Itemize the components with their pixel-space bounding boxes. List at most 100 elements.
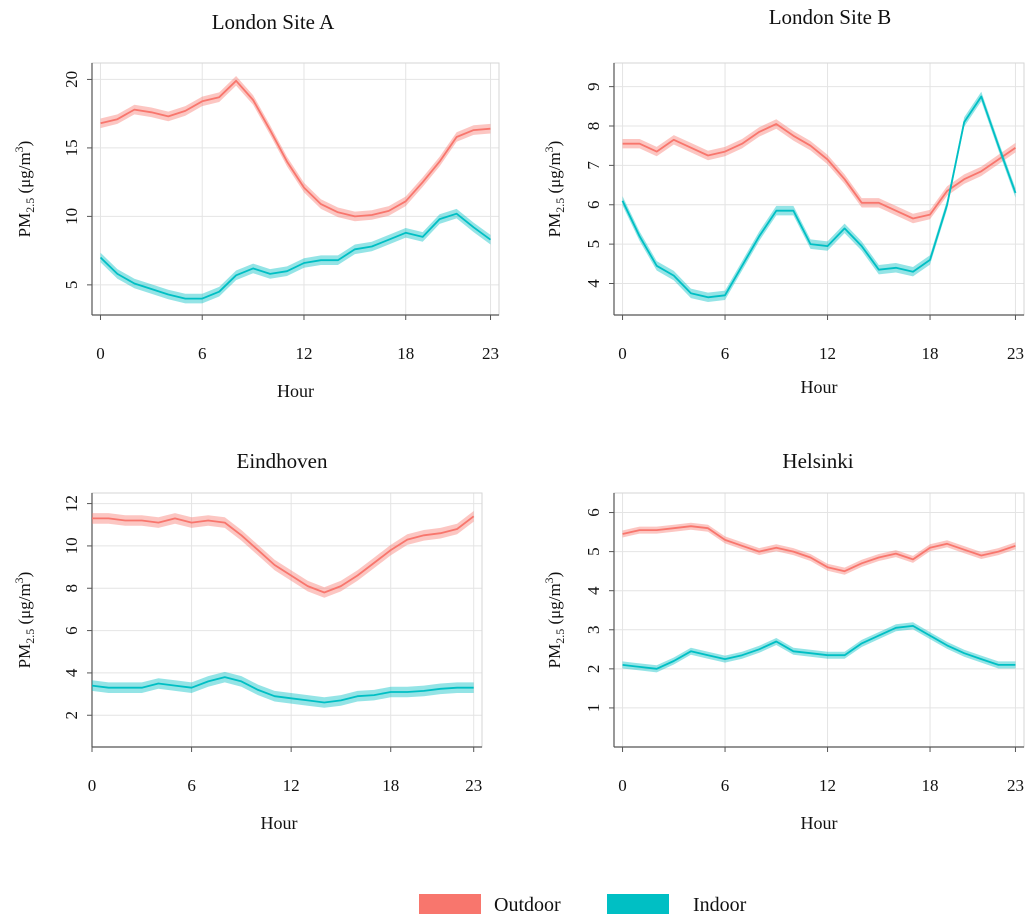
panel-title: Helsinki — [782, 449, 853, 473]
x-axis-label: Hour — [277, 381, 314, 401]
x-tick-label: 0 — [618, 344, 627, 363]
legend-label-outdoor: Outdoor — [494, 894, 561, 915]
y-axis-label: PM2.5 (μg/m3) — [12, 572, 37, 669]
y-label-close: ) — [15, 572, 34, 578]
y-tick-label: 3 — [584, 626, 603, 635]
band-indoor — [622, 91, 1016, 302]
panel-london-site-b: 0 6 12 18 23 4 5 6 7 8 9 London Site B Hour PM2.5 (μg… — [542, 5, 1025, 397]
y-tick-label: 1 — [584, 704, 603, 713]
y-tick-label: 4 — [584, 279, 603, 288]
y-label-close: ) — [545, 572, 564, 578]
series-line-outdoor — [622, 525, 1016, 573]
x-tick-label: 18 — [382, 776, 399, 795]
band-outdoor — [622, 522, 1016, 575]
panel-title: London Site A — [212, 10, 335, 34]
y-tick-label: 7 — [584, 161, 603, 170]
y-tick-label: 8 — [62, 584, 81, 593]
x-tick-label: 23 — [1007, 776, 1024, 795]
y-axis-label: PM2.5 (μg/m3) — [542, 141, 567, 238]
y-axis-label: PM2.5 (μg/m3) — [542, 572, 567, 669]
y-label-subscript: 2.5 — [553, 198, 567, 213]
y-tick-label: 15 — [62, 139, 81, 156]
x-tick-label: 18 — [397, 344, 414, 363]
band-outdoor — [622, 119, 1016, 224]
x-tick-label: 12 — [819, 776, 836, 795]
y-label-subscript: 2.5 — [23, 198, 37, 213]
legend-label-indoor: Indoor — [693, 894, 747, 915]
x-tick-label: 6 — [187, 776, 196, 795]
panel-eindhoven: 0 6 12 18 23 2 4 6 8 10 12 Eindhoven Hour PM2.5 (μg/m… — [12, 449, 483, 833]
x-axis-label: Hour — [801, 377, 838, 397]
band-outdoor — [100, 76, 491, 222]
panel-title: London Site B — [769, 5, 892, 29]
x-tick-label: 6 — [198, 344, 207, 363]
x-tick-label: 18 — [922, 344, 939, 363]
legend-swatch-indoor — [607, 894, 669, 914]
y-label-subscript: 2.5 — [553, 629, 567, 644]
x-tick-label: 6 — [721, 344, 730, 363]
y-label-pm: PM — [15, 644, 34, 669]
x-tick-label: 6 — [721, 776, 730, 795]
y-label-pm: PM — [545, 213, 564, 238]
x-tick-label: 23 — [465, 776, 482, 795]
y-label-close: ) — [15, 141, 34, 147]
x-tick-label: 12 — [819, 344, 836, 363]
x-tick-label: 23 — [1007, 344, 1024, 363]
band-indoor — [622, 622, 1016, 673]
series-line-indoor — [622, 625, 1016, 670]
x-tick-label: 18 — [922, 776, 939, 795]
y-label-pm: PM — [15, 213, 34, 238]
series-line-indoor — [621, 95, 1017, 299]
y-tick-label: 5 — [584, 240, 603, 249]
y-tick-label: 12 — [62, 495, 81, 512]
y-label-superscript: 3 — [542, 146, 556, 152]
x-tick-label: 12 — [295, 344, 312, 363]
y-tick-label: 2 — [62, 711, 81, 720]
y-label-pm: PM — [545, 644, 564, 669]
y-axis-label: PM2.5 (μg/m3) — [12, 141, 37, 238]
x-axis-label: Hour — [261, 813, 298, 833]
y-tick-label: 2 — [584, 665, 603, 674]
y-tick-label: 10 — [62, 208, 81, 225]
panel-frame — [91, 62, 500, 316]
y-label-subscript: 2.5 — [23, 629, 37, 644]
x-axis-label: Hour — [801, 813, 838, 833]
y-label-superscript: 3 — [12, 577, 26, 583]
y-tick-label: 4 — [584, 586, 603, 595]
y-label-unit: (μg/m — [15, 152, 34, 197]
x-tick-label: 0 — [618, 776, 627, 795]
y-tick-label: 10 — [62, 537, 81, 554]
y-tick-label: 6 — [62, 626, 81, 635]
x-tick-label: 12 — [283, 776, 300, 795]
band-indoor — [100, 208, 491, 304]
y-label-superscript: 3 — [542, 577, 556, 583]
series-line-indoor — [91, 676, 474, 704]
y-label-unit: (μg/m — [545, 152, 564, 197]
y-tick-label: 4 — [62, 668, 81, 677]
y-tick-label: 6 — [584, 508, 603, 517]
x-tick-label: 0 — [88, 776, 97, 795]
x-tick-label: 0 — [96, 344, 105, 363]
series-line-indoor — [99, 212, 492, 300]
y-tick-label: 9 — [584, 82, 603, 91]
y-tick-label: 5 — [62, 281, 81, 290]
y-tick-label: 20 — [62, 71, 81, 88]
y-label-close: ) — [545, 141, 564, 147]
y-tick-label: 6 — [584, 201, 603, 210]
series-line-outdoor — [100, 79, 491, 218]
band-indoor — [92, 671, 474, 708]
legend-swatch-outdoor — [419, 894, 481, 914]
y-tick-label: 5 — [584, 547, 603, 556]
legend: Outdoor Indoor — [419, 894, 747, 915]
panel-title: Eindhoven — [237, 449, 328, 473]
y-tick-label: 8 — [584, 122, 603, 131]
x-tick-label: 23 — [482, 344, 499, 363]
y-label-superscript: 3 — [12, 146, 26, 152]
y-label-unit: (μg/m — [545, 583, 564, 628]
series-line-outdoor — [92, 515, 475, 594]
band-outdoor — [92, 511, 474, 598]
panel-london-site-a: 0 6 12 18 23 5 10 15 20 London Site A Hour PM2.5 (μ… — [12, 10, 500, 401]
y-label-unit: (μg/m — [15, 583, 34, 628]
